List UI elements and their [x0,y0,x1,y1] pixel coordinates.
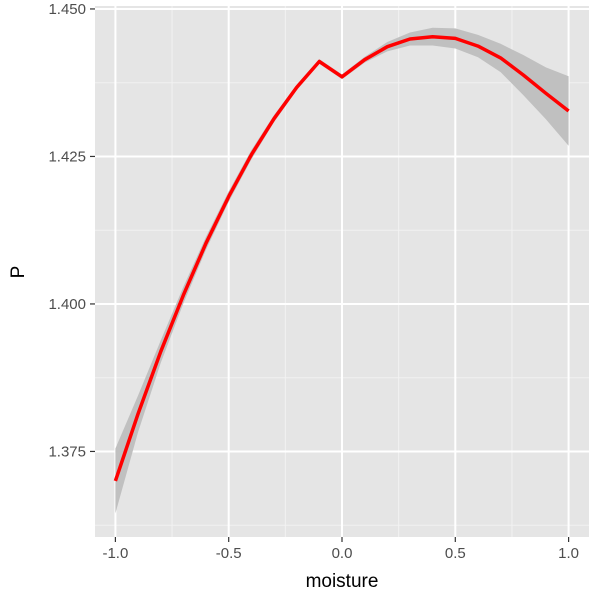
x-tick-label: 0.5 [445,545,466,562]
x-tick-label: -0.5 [216,545,242,562]
y-tick-label: 1.450 [48,1,86,18]
fitted-line [113,34,570,482]
x-axis-title: moisture [306,571,379,592]
axes: -1.0 -0.5 0.0 0.5 1.0 1.375 1.400 1.425 1.450 [48,1,579,562]
x-tick-label: -1.0 [102,545,128,562]
y-axis-title: P [8,266,29,279]
y-tick-label: 1.375 [48,443,86,460]
grid-lines [95,6,589,537]
y-tick-label: 1.400 [48,296,86,313]
x-tick-label: 0.0 [332,545,353,562]
y-tick-label: 1.425 [48,148,86,165]
x-tick-label: 1.0 [558,545,579,562]
